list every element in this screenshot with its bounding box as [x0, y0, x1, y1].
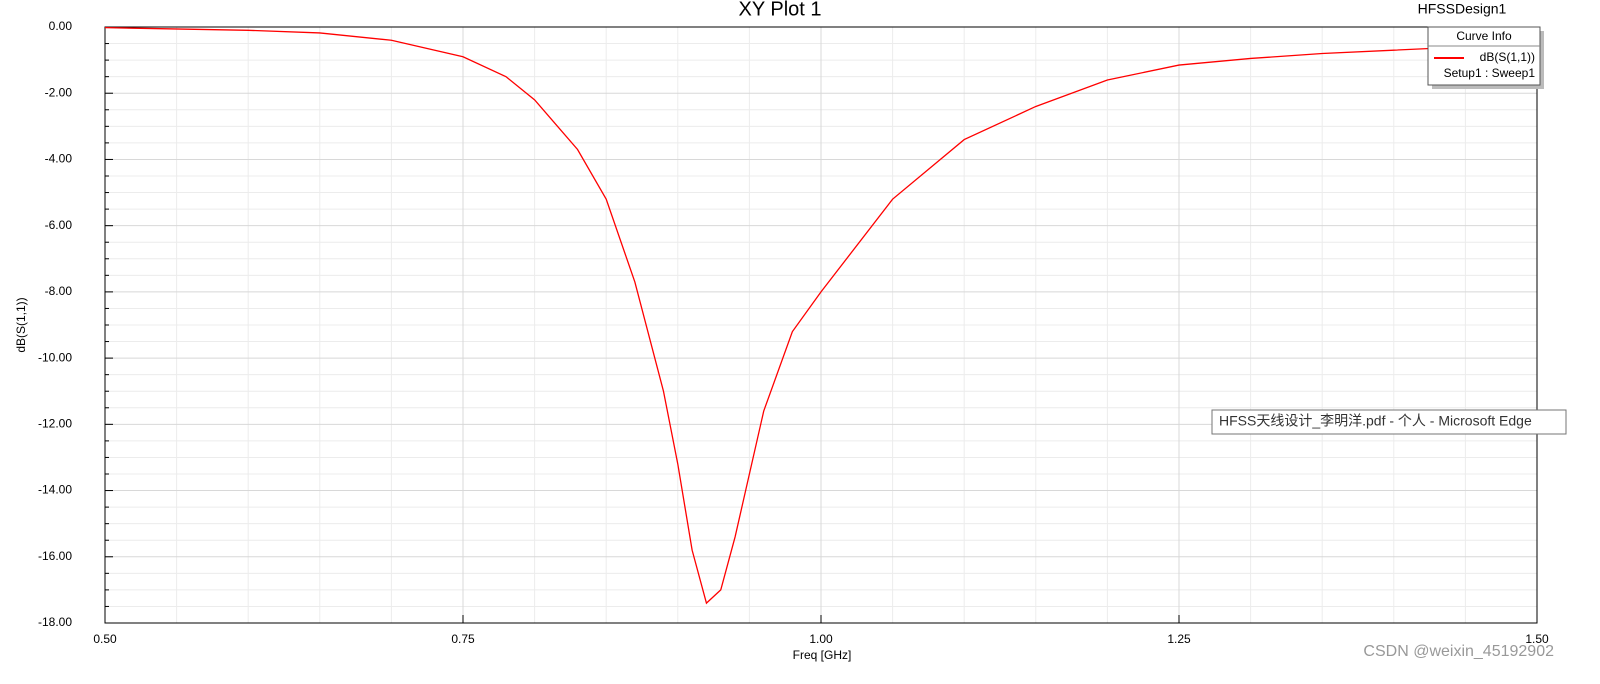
legend-label: dB(S(1,1))	[1480, 50, 1535, 64]
x-axis-label: Freq [GHz]	[793, 648, 852, 662]
y-tick-label: -14.00	[38, 483, 72, 497]
y-tick-label: -6.00	[45, 218, 73, 232]
y-tick-label: -8.00	[45, 284, 73, 298]
x-tick-label: 0.50	[93, 632, 117, 646]
y-tick-label: -4.00	[45, 152, 73, 166]
x-tick-label: 0.75	[451, 632, 475, 646]
tooltip: HFSS天线设计_李明洋.pdf - 个人 - Microsoft Edge	[1211, 409, 1567, 435]
legend-subtitle: Setup1 : Sweep1	[1444, 66, 1536, 80]
x-tick-label: 1.00	[809, 632, 833, 646]
plot-frame	[104, 26, 1538, 624]
legend-box	[1427, 26, 1541, 86]
x-tick-label: 1.25	[1167, 632, 1191, 646]
watermark: CSDN @weixin_45192902	[1363, 643, 1554, 660]
legend-title: Curve Info	[1456, 29, 1512, 43]
line-series	[104, 27, 1538, 605]
tooltip-box	[1211, 409, 1567, 435]
y-tick-label: -16.00	[38, 549, 72, 563]
legend: Curve Info dB(S(1,1)) Setup1 : Sweep1	[1427, 26, 1544, 89]
y-tick-label: -12.00	[38, 417, 72, 431]
chart-title: XY Plot 1	[738, 0, 821, 20]
tooltip-text: HFSS天线设计_李明洋.pdf - 个人 - Microsoft Edge	[1219, 413, 1532, 429]
y-tick-label: -18.00	[38, 615, 72, 629]
x-tick-label: 1.50	[1525, 632, 1549, 646]
y-tick-label: -10.00	[38, 350, 72, 364]
y-tick-label: 0.00	[49, 19, 73, 33]
y-tick-label: -2.00	[45, 85, 73, 99]
y-axis-label: dB(S(1,1))	[14, 297, 28, 352]
design-name: HFSSDesign1	[1418, 1, 1507, 17]
